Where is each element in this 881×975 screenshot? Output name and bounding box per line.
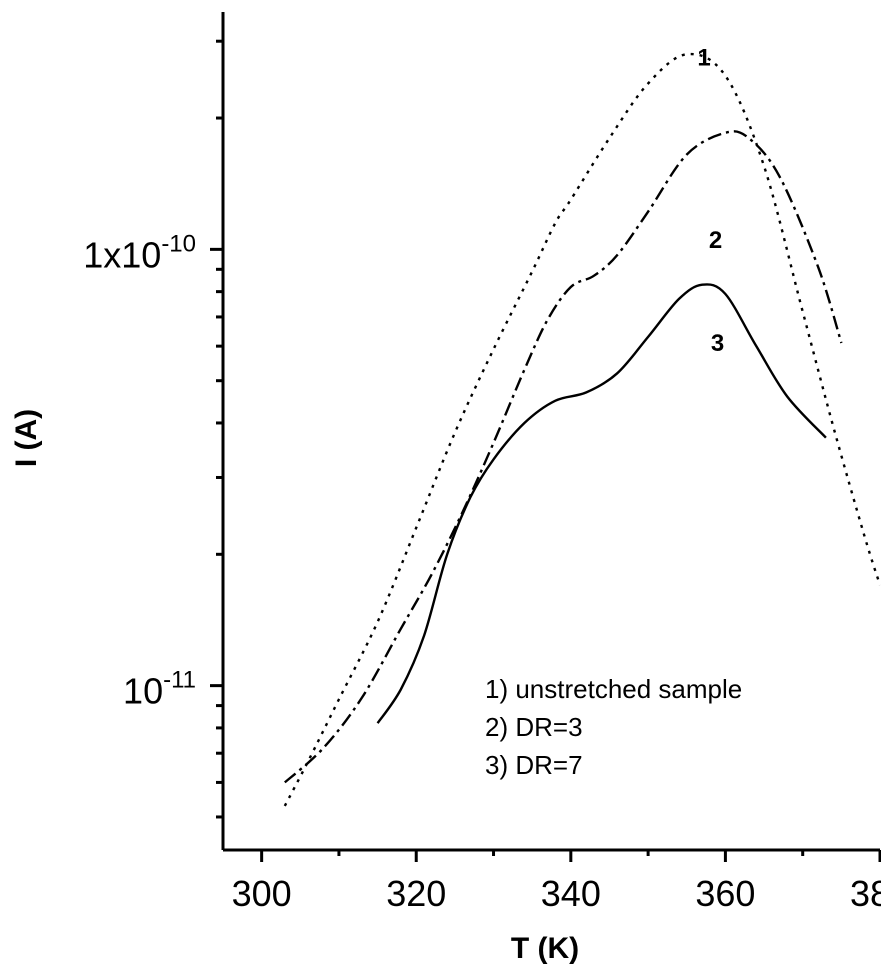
x-tick-label: 340 [541,873,601,914]
x-axis-title: T (K) [511,932,579,965]
curve-label-2: 2 [709,227,722,254]
legend-entry-2: 2) DR=3 [485,712,583,742]
legend-entry-3: 3) DR=7 [485,750,583,780]
x-tick-label: 360 [695,873,755,914]
series-line-2 [284,130,843,784]
curve-label-3: 3 [711,330,724,357]
x-tick-label: 300 [232,873,292,914]
y-axis-title: I (A) [10,409,43,467]
legend: 1) unstretched sample 2) DR=3 3) DR=7 [485,674,742,780]
legend-entry-1: 1) unstretched sample [485,674,742,704]
plot-frame [221,12,880,852]
y-tick-label: 10-11 [123,667,196,712]
x-tick-label: 320 [386,873,446,914]
y-axis-ticks: 10-11 1x10-10 [83,39,223,819]
curve-label-1: 1 [697,45,710,72]
series-layer [283,52,881,807]
y-tick-label: 1x10-10 [83,230,196,275]
x-tick-label: 380 [850,873,881,914]
series-line-3 [376,283,827,724]
curve-labels: 1 2 3 [697,45,724,357]
x-axis-ticks: 300 320 340 360 380 [232,850,881,914]
